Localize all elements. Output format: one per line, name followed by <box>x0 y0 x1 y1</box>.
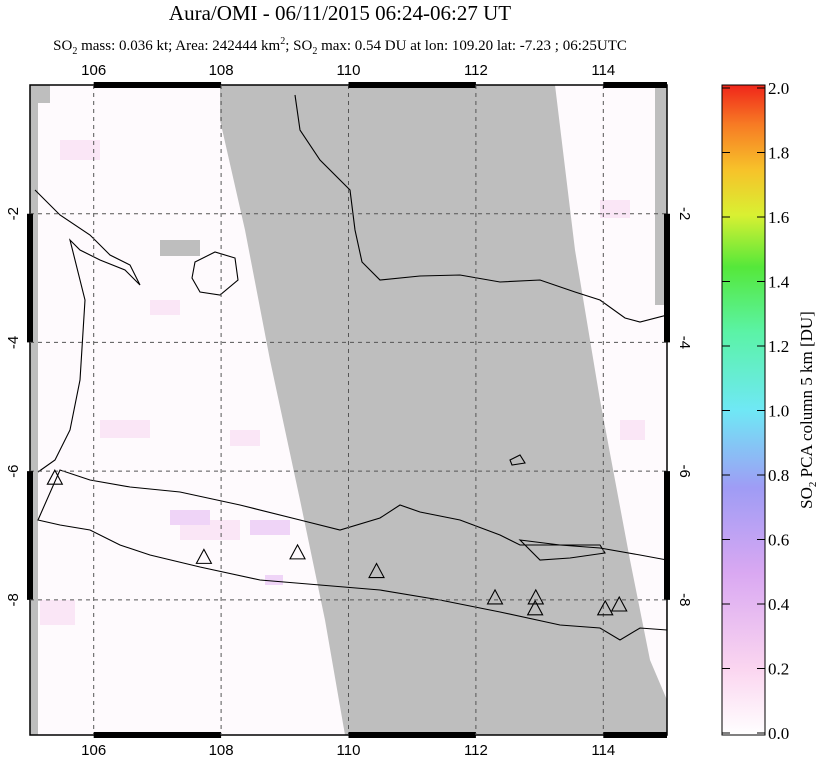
x-tick-label: 114 <box>591 62 615 79</box>
colorbar-label-part: SO <box>797 487 816 509</box>
x-tick-label: 112 <box>464 742 488 759</box>
colorbar-tick-label: 1.8 <box>768 144 789 163</box>
colorbar-label-part: PCA column 5 km [DU] <box>797 311 816 481</box>
colorbar-label-part: 2 <box>807 482 819 488</box>
x-tick-label: 106 <box>81 62 106 79</box>
colorbar-tick-label: 1.2 <box>768 337 789 356</box>
x-tick-label: 114 <box>591 742 615 759</box>
volcano <box>289 543 306 560</box>
x-tick-label: 108 <box>209 62 234 79</box>
volcano <box>46 469 64 485</box>
colorbar-tick-label: 1.0 <box>768 402 789 421</box>
title: Aura/OMI - 06/11/2015 06:24-06:27 UT <box>169 1 511 25</box>
y-tick-label: -8 <box>5 593 22 606</box>
colorbar-tick-label: 0.0 <box>768 724 789 743</box>
subtitle-part: 2 <box>280 36 285 47</box>
colorbar-tick-label: 1.4 <box>768 273 790 292</box>
subtitle: SO2 mass: 0.036 kt; Area: 242444 km2; SO… <box>53 36 627 57</box>
subtitle-part: ; SO <box>285 38 312 54</box>
x-tick-label: 110 <box>337 62 361 79</box>
subtitle-part: 2 <box>72 46 77 57</box>
volcano-markers <box>46 469 628 616</box>
colorbar-tick-label: 0.6 <box>768 531 789 550</box>
no-data-edge <box>30 85 38 735</box>
colorbar-tick-label: 0.8 <box>768 466 789 485</box>
no-data-swath <box>220 85 667 735</box>
colorbar-axis: 2.0 1.8 1.6 1.4 1.2 1.0 0.8 0.6 0.4 0.2 0.0 <box>722 79 790 743</box>
y-tick-label: -2 <box>5 207 22 220</box>
subtitle-part: mass: 0.036 kt; Area: 242444 km <box>77 38 280 54</box>
volcano <box>610 595 628 612</box>
coastlines <box>34 94 667 641</box>
axes: 106 106 108 108 110 110 112 112 114 114 -2 -2 -4 -4 -6… <box>5 62 693 759</box>
x-tick-label: 108 <box>209 742 234 759</box>
volcano <box>368 562 385 579</box>
volcano <box>596 599 614 616</box>
x-tick-label: 110 <box>337 742 361 759</box>
colorbar-tick-label: 0.4 <box>768 595 790 614</box>
colorbar-tick-label: 2.0 <box>768 79 789 98</box>
y-tick-label: -8 <box>676 593 693 606</box>
colorbar-label: SO2 PCA column 5 km [DU] <box>797 311 819 509</box>
colorbar-tick-label: 1.6 <box>768 208 789 227</box>
y-tick-label: -2 <box>676 207 693 220</box>
subtitle-part: 2 <box>312 46 317 57</box>
y-tick-label: -6 <box>676 464 693 477</box>
colorbar-tick-label: 0.2 <box>768 660 789 679</box>
pixel-noise <box>170 510 290 585</box>
x-tick-label: 106 <box>81 742 106 759</box>
pixel-noise <box>40 140 645 625</box>
no-data-edge <box>160 240 200 256</box>
subtitle-part: max: 0.54 DU at lon: 109.20 lat: -7.23 ;… <box>317 38 627 54</box>
no-data-edge <box>30 85 50 103</box>
y-tick-label: -4 <box>5 336 22 349</box>
subtitle-part: SO <box>53 38 72 54</box>
map-area <box>30 85 667 735</box>
y-tick-label: -6 <box>5 464 22 477</box>
volcano <box>195 548 213 564</box>
volcano <box>527 588 545 605</box>
volcano <box>526 599 544 616</box>
volcano <box>486 588 504 605</box>
y-tick-label: -4 <box>676 336 693 349</box>
x-tick-label: 112 <box>464 62 488 79</box>
